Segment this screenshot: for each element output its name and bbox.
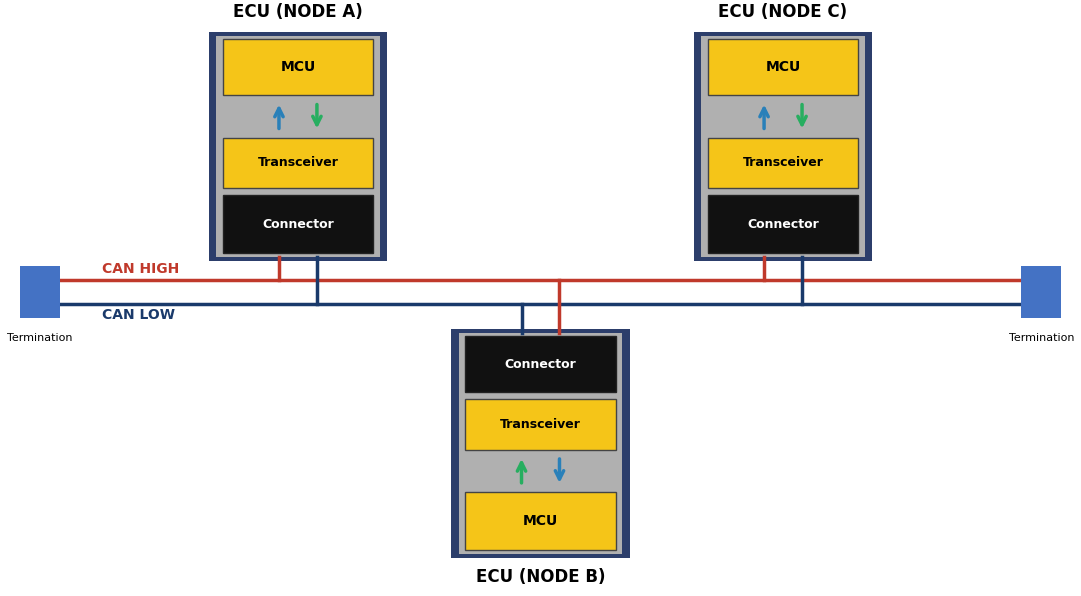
- Bar: [702, 36, 865, 257]
- Bar: [1022, 266, 1062, 318]
- Bar: [223, 138, 373, 188]
- Bar: [223, 195, 373, 253]
- Text: Transceiver: Transceiver: [743, 157, 824, 169]
- Bar: [458, 333, 623, 554]
- Bar: [708, 138, 858, 188]
- Text: Termination: Termination: [6, 333, 72, 343]
- Bar: [708, 39, 858, 95]
- Text: Connector: Connector: [505, 358, 576, 371]
- Text: MCU: MCU: [523, 514, 558, 528]
- Bar: [465, 399, 616, 450]
- Text: ECU (NODE B): ECU (NODE B): [476, 569, 605, 586]
- Bar: [216, 36, 379, 257]
- Bar: [19, 266, 59, 318]
- Bar: [452, 328, 629, 558]
- Text: Connector: Connector: [747, 218, 819, 231]
- Text: Connector: Connector: [262, 218, 334, 231]
- Text: Termination: Termination: [1009, 333, 1075, 343]
- Text: ECU (NODE C): ECU (NODE C): [719, 3, 848, 21]
- Bar: [209, 32, 387, 261]
- Text: Transceiver: Transceiver: [501, 418, 580, 431]
- Text: MCU: MCU: [765, 60, 801, 74]
- Bar: [465, 492, 616, 550]
- Bar: [694, 32, 872, 261]
- Text: CAN HIGH: CAN HIGH: [102, 262, 179, 275]
- Text: MCU: MCU: [280, 60, 316, 74]
- Text: ECU (NODE A): ECU (NODE A): [233, 3, 363, 21]
- Bar: [708, 195, 858, 253]
- Bar: [465, 336, 616, 392]
- Bar: [223, 39, 373, 95]
- Text: Transceiver: Transceiver: [257, 157, 338, 169]
- Text: CAN LOW: CAN LOW: [102, 308, 175, 322]
